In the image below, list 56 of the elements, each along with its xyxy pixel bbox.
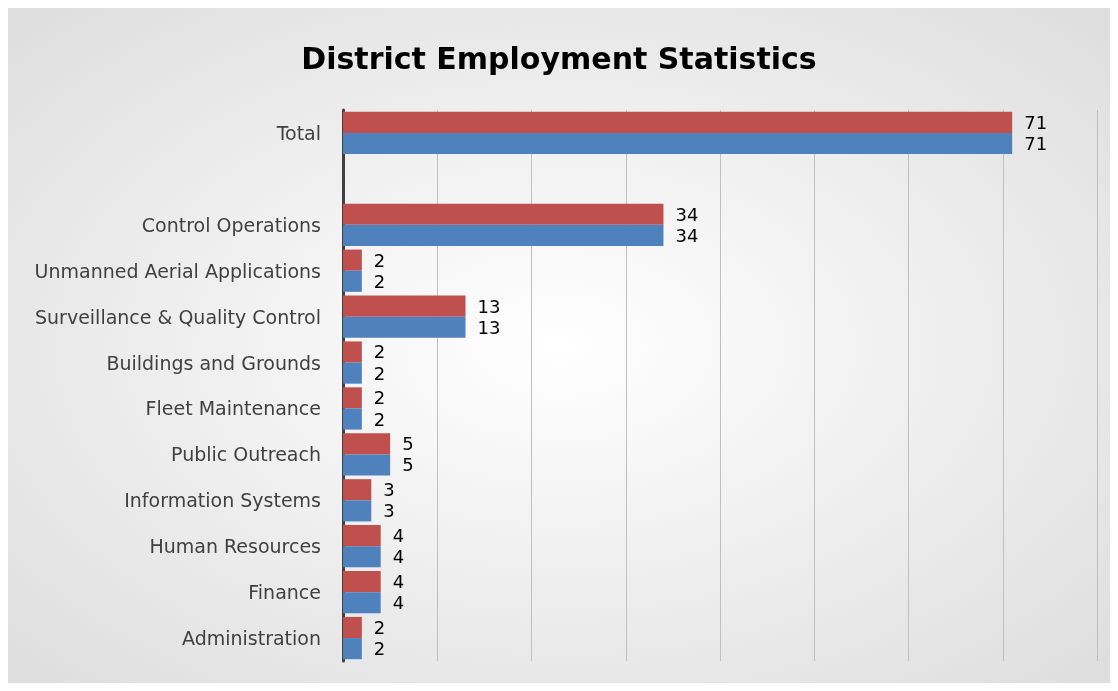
data-label: 2: [373, 638, 386, 660]
chart-title: District Employment Statistics: [301, 40, 817, 76]
y-tick-label: Unmanned Aerial Applications: [34, 259, 321, 282]
data-label: 3: [383, 500, 395, 522]
data-label: 34: [675, 203, 699, 225]
bar: [343, 433, 391, 455]
data-label: 5: [402, 433, 414, 455]
data-label: 4: [392, 546, 405, 568]
data-label: 4: [392, 571, 405, 593]
bar: [343, 249, 362, 271]
bar: [343, 408, 362, 430]
data-label: 4: [392, 525, 405, 547]
bar: [343, 500, 372, 522]
data-label: 2: [373, 387, 386, 409]
bar: [343, 362, 362, 384]
bar: [343, 525, 381, 547]
y-tick-label: Control Operations: [141, 213, 321, 236]
data-label: 2: [373, 616, 386, 638]
data-label: 4: [392, 592, 405, 614]
data-label: 13: [477, 295, 501, 317]
bar: [343, 638, 362, 660]
bar: [343, 316, 466, 338]
bar: [343, 546, 381, 568]
data-label: 13: [477, 316, 501, 338]
y-tick-label: Human Resources: [149, 535, 321, 558]
data-label: 71: [1024, 111, 1048, 133]
bar: [343, 592, 381, 614]
bar: [343, 387, 362, 409]
bar: [343, 270, 362, 292]
y-tick-label: Surveillance & Quality Control: [34, 305, 321, 328]
bar: [343, 571, 381, 593]
y-tick-label: Finance: [248, 581, 321, 604]
bar: [343, 341, 362, 363]
bar: [343, 203, 664, 225]
bar: [343, 616, 362, 639]
y-tick-label: Public Outreach: [171, 443, 321, 466]
y-tick-label: Administration: [181, 627, 321, 650]
bar: [343, 111, 1013, 133]
bar: [343, 454, 391, 476]
data-label: 2: [373, 270, 386, 292]
data-label: 2: [373, 362, 386, 384]
bar: [343, 295, 466, 317]
bar: [343, 479, 372, 501]
data-label: 71: [1024, 133, 1048, 155]
data-label: 2: [373, 249, 386, 271]
data-label: 34: [675, 224, 699, 246]
y-tick-label: Buildings and Grounds: [106, 351, 321, 374]
data-label: 2: [373, 408, 386, 430]
y-tick-label: Total: [275, 121, 321, 144]
y-tick-label: Information Systems: [124, 489, 321, 512]
y-tick-label: Fleet Maintenance: [145, 397, 321, 420]
data-label: 3: [383, 479, 395, 501]
data-label: 5: [402, 454, 414, 476]
bar: [343, 224, 664, 246]
bar: [343, 132, 1013, 155]
data-label: 2: [373, 341, 386, 363]
